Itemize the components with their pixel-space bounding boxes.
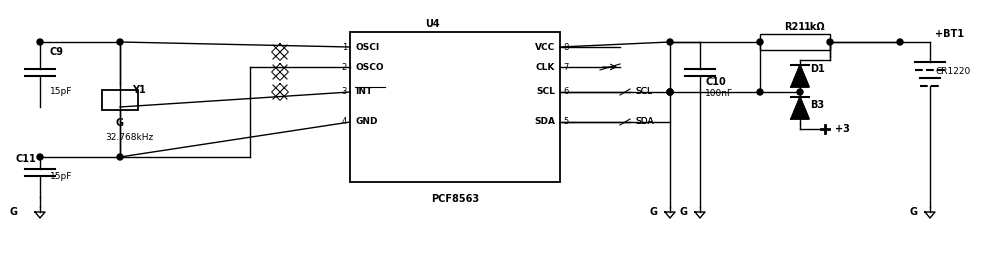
Text: 5: 5 (563, 117, 568, 127)
Bar (760, 34, 830, 50)
Circle shape (827, 39, 833, 45)
Text: INT: INT (355, 88, 372, 96)
Circle shape (667, 89, 673, 95)
Text: OSCO: OSCO (355, 63, 384, 72)
Text: D1: D1 (810, 63, 825, 74)
Text: 100nF: 100nF (705, 90, 733, 99)
Circle shape (897, 39, 903, 45)
Text: SCL: SCL (635, 88, 652, 96)
Circle shape (667, 39, 673, 45)
Text: 15pF: 15pF (50, 172, 72, 181)
Text: 4: 4 (342, 117, 347, 127)
Text: R21: R21 (784, 22, 806, 32)
Bar (102, 90, 138, 110)
Text: 8: 8 (563, 42, 568, 52)
Text: G: G (650, 207, 658, 217)
Bar (350, 32, 560, 182)
Text: +3: +3 (835, 124, 850, 134)
Text: +BT1: +BT1 (935, 29, 964, 39)
Text: 15pF: 15pF (50, 87, 72, 96)
Text: GND: GND (355, 117, 378, 127)
Text: CLK: CLK (536, 63, 555, 72)
Circle shape (667, 89, 673, 95)
Circle shape (37, 154, 43, 160)
Text: G: G (10, 207, 18, 217)
Text: CR1220: CR1220 (935, 68, 970, 77)
Text: C10: C10 (705, 77, 726, 87)
Text: U4: U4 (425, 19, 440, 29)
Text: G: G (910, 207, 918, 217)
Text: 7: 7 (563, 63, 568, 72)
Circle shape (757, 89, 763, 95)
Text: 3: 3 (342, 88, 347, 96)
Polygon shape (791, 65, 809, 87)
Circle shape (797, 89, 803, 95)
Text: Y1: Y1 (132, 85, 146, 95)
Polygon shape (791, 97, 809, 119)
Text: G: G (115, 118, 123, 128)
Text: SDA: SDA (635, 117, 654, 127)
Text: 32.768kHz: 32.768kHz (105, 133, 153, 142)
Text: SDA: SDA (635, 117, 654, 127)
Circle shape (117, 39, 123, 45)
Text: SCL: SCL (536, 88, 555, 96)
Text: 6: 6 (563, 88, 568, 96)
Text: C9: C9 (50, 47, 64, 57)
Circle shape (117, 154, 123, 160)
Circle shape (37, 39, 43, 45)
Circle shape (757, 39, 763, 45)
Text: G: G (680, 207, 688, 217)
Text: B3: B3 (810, 101, 824, 111)
Text: SDA: SDA (534, 117, 555, 127)
Text: PCF8563: PCF8563 (431, 194, 479, 204)
Text: 1kΩ: 1kΩ (804, 22, 826, 32)
Text: SCL: SCL (635, 88, 652, 96)
Text: C11: C11 (15, 154, 36, 164)
Circle shape (667, 89, 673, 95)
Text: OSCI: OSCI (355, 42, 379, 52)
Text: 2: 2 (342, 63, 347, 72)
Text: VCC: VCC (535, 42, 555, 52)
Text: 1: 1 (342, 42, 347, 52)
